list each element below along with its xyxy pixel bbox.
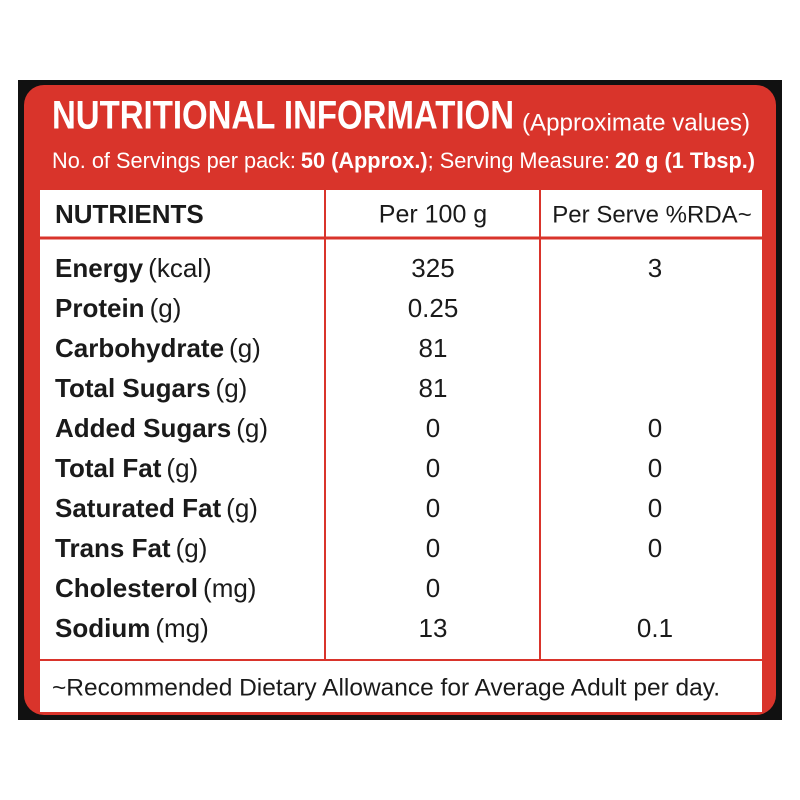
nutrient-name: Sodium [55, 613, 150, 643]
per-serve: 0 [648, 453, 662, 483]
nutrient-unit: (g) [150, 293, 182, 323]
per-100g: 13 [419, 613, 448, 643]
per-serve: 0 [648, 493, 662, 523]
servings-label: No. of Servings per pack: [52, 148, 296, 173]
nutrient-unit: (g) [176, 533, 208, 563]
nutrient-unit: (g) [216, 373, 248, 403]
nutrient-name: Total Sugars [55, 373, 211, 403]
title: NUTRITIONAL INFORMATION [52, 94, 514, 138]
per-100g: 325 [411, 253, 454, 283]
nutrient-name: Cholesterol [55, 573, 198, 603]
per-100g: 0 [426, 493, 440, 523]
measure-label: ; Serving Measure: [428, 148, 610, 173]
nutrient-unit: (mg) [155, 613, 208, 643]
per-100g: 81 [419, 333, 448, 363]
column-header: NUTRIENTS [55, 199, 204, 229]
nutrient: Protein (g) [55, 293, 181, 323]
per-100g: 81 [419, 373, 448, 403]
nutrient-unit: (g) [166, 453, 198, 483]
white-panel [40, 190, 762, 712]
nutrient: Carbohydrate (g) [55, 333, 261, 363]
nutrient-name: Total Fat [55, 453, 162, 483]
nutrient-name: Protein [55, 293, 145, 323]
measure-value: 20 g (1 Tbsp.) [615, 148, 755, 173]
per-100g: 0 [426, 453, 440, 483]
per-serve: 3 [648, 253, 662, 283]
nutrient-unit: (g) [226, 493, 258, 523]
per-100g: 0 [426, 573, 440, 603]
nutrient-unit: (g) [236, 413, 268, 443]
nutrient-name: Carbohydrate [55, 333, 224, 363]
servings-line: No. of Servings per pack:50 (Approx.); S… [52, 148, 755, 173]
nutrient: Trans Fat (g) [55, 533, 207, 563]
nutrient-unit: (g) [229, 333, 261, 363]
per-serve: 0 [648, 533, 662, 563]
nutrient: Cholesterol (mg) [55, 573, 256, 603]
nutrient: Energy (kcal) [55, 253, 212, 283]
footnote: ~Recommended Dietary Allowance for Avera… [52, 674, 720, 701]
per-serve: 0 [648, 413, 662, 443]
column-header: Per 100 g [379, 201, 487, 229]
nutrient: Total Sugars (g) [55, 373, 247, 403]
nutrient-unit: (mg) [203, 573, 256, 603]
nutrient: Added Sugars (g) [55, 413, 268, 443]
nutrient-unit: (kcal) [148, 253, 212, 283]
nutrient-name: Energy [55, 253, 144, 283]
per-100g: 0 [426, 533, 440, 563]
column-header: Per Serve %RDA~ [552, 201, 751, 228]
nutrient: Total Fat (g) [55, 453, 198, 483]
per-100g: 0.25 [408, 293, 459, 323]
nutrient-name: Saturated Fat [55, 493, 221, 523]
subtitle: (Approximate values) [522, 109, 750, 136]
nutrient-name: Added Sugars [55, 413, 231, 443]
nutrient-name: Trans Fat [55, 533, 171, 563]
nutrient: Sodium (mg) [55, 613, 209, 643]
servings-value: 50 (Approx.) [301, 148, 428, 173]
per-serve: 0.1 [637, 613, 673, 643]
nutrient: Saturated Fat (g) [55, 493, 258, 523]
per-100g: 0 [426, 413, 440, 443]
